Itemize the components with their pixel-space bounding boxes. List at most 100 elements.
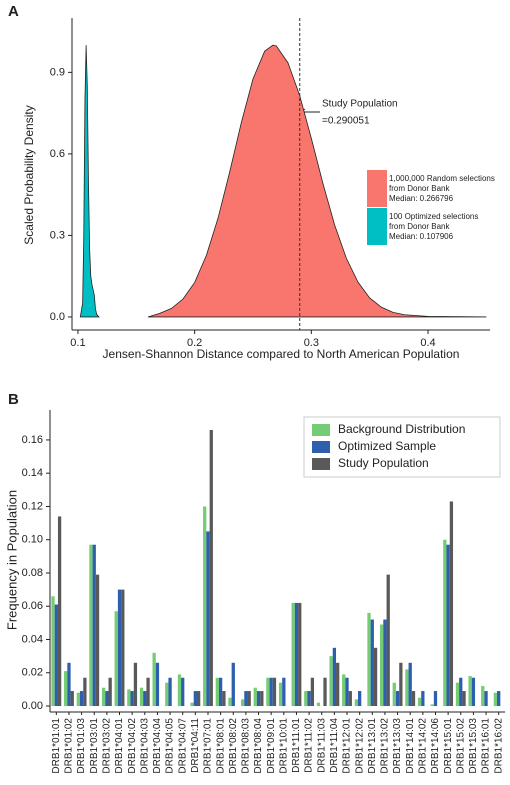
bar [168, 677, 172, 707]
x-tick-label: DRB1*12:02 [354, 718, 365, 774]
bar [493, 692, 498, 707]
bar [247, 691, 251, 707]
bar [67, 662, 71, 707]
legend-label: 1,000,000 Random selections [389, 174, 495, 183]
bar [215, 677, 219, 707]
bar [471, 677, 476, 707]
density-area [79, 45, 100, 318]
y-tick-label: 0.9 [50, 66, 65, 78]
bar [105, 691, 109, 707]
bar [101, 687, 106, 707]
y-tick-label: 0.0 [50, 311, 65, 323]
x-tick-label: DRB1*16:01 [481, 718, 492, 774]
panel-label: B [8, 391, 19, 408]
x-tick-label: DRB1*04:05 [165, 718, 176, 774]
bar [209, 429, 213, 707]
bar [455, 682, 460, 707]
y-tick-label: 0.02 [22, 667, 43, 679]
x-tick-label: DRB1*07:01 [203, 718, 214, 774]
x-tick-label: DRB1*08:03 [241, 718, 252, 774]
bar [139, 687, 144, 707]
bar [497, 691, 501, 707]
x-tick-label: DRB1*15:03 [468, 718, 479, 774]
bar [92, 544, 96, 707]
y-tick-label: 0.00 [22, 700, 43, 712]
bar [244, 691, 248, 707]
bar [399, 662, 403, 707]
bar [70, 691, 74, 707]
y-tick-label: 0.08 [22, 567, 43, 579]
x-tick-label: DRB1*13:02 [380, 718, 391, 774]
x-tick-label: DRB1*13:01 [367, 718, 378, 774]
x-tick-label: DRB1*08:04 [253, 718, 264, 774]
legend-label: from Donor Bank [389, 222, 450, 231]
x-tick-label: DRB1*14:06 [430, 718, 441, 774]
x-tick-label: DRB1*11:01 [291, 718, 302, 773]
bar [231, 662, 235, 707]
x-tick-label: DRB1*15:01 [443, 718, 454, 774]
bar [51, 596, 55, 707]
bar [323, 677, 327, 707]
bar [203, 506, 207, 707]
x-tick-label: DRB1*04:03 [139, 718, 150, 774]
bar [143, 691, 147, 707]
bar [133, 662, 138, 707]
x-tick-label: DRB1*03:02 [102, 718, 113, 774]
bar [83, 677, 87, 707]
bar [304, 691, 308, 707]
x-tick-label: DRB1*08:01 [215, 718, 226, 774]
density-area [147, 44, 487, 318]
y-tick-label: 0.04 [22, 633, 43, 645]
bar [190, 702, 194, 707]
bar [117, 589, 122, 707]
bar [177, 674, 182, 707]
bar [121, 589, 125, 707]
bar [165, 682, 169, 707]
bar [95, 574, 100, 707]
x-tick-label: DRB1*16:02 [493, 718, 504, 774]
bar [146, 677, 150, 707]
bar [152, 652, 156, 707]
bar [449, 501, 454, 707]
bar [367, 612, 371, 707]
x-tick-label: DRB1*09:01 [266, 718, 277, 774]
bar [484, 691, 488, 707]
y-tick-label: 0.14 [22, 467, 43, 479]
y-tick-label: 0.16 [22, 434, 43, 446]
x-tick-label: DRB1*04:01 [114, 718, 125, 774]
y-tick-label: 0.12 [22, 500, 43, 512]
bar [373, 647, 378, 707]
bar [395, 691, 400, 707]
legend-label: from Donor Bank [389, 184, 450, 193]
bar [79, 691, 84, 707]
x-tick-label: DRB1*13:03 [392, 718, 403, 774]
bar [408, 662, 412, 707]
x-axis-title: Jensen-Shannon Distance compared to Nort… [103, 347, 460, 361]
bar [310, 677, 315, 707]
bar [421, 691, 425, 707]
x-tick-label: DRB1*11:03 [316, 718, 327, 773]
bar [256, 691, 261, 707]
bar [206, 531, 210, 707]
bar [253, 687, 257, 707]
bar [307, 691, 311, 707]
bar [108, 677, 112, 707]
bar [468, 676, 472, 707]
legend-label: Background Distribution [338, 422, 465, 436]
x-tick-label: DRB1*01:02 [64, 718, 75, 774]
bar [354, 699, 359, 707]
x-tick-label: DRB1*01:03 [76, 718, 87, 774]
y-tick-label: 0.3 [50, 229, 65, 241]
legend-swatch [367, 170, 387, 207]
x-tick-label: DRB1*15:02 [455, 718, 466, 774]
bar [298, 602, 302, 707]
x-tick-label: DRB1*14:01 [405, 718, 416, 774]
bar [64, 671, 68, 707]
bar [57, 516, 62, 707]
bar [316, 702, 321, 707]
annotation: Study Population [322, 99, 398, 110]
bar [358, 691, 362, 707]
bar [336, 662, 340, 707]
bar [269, 677, 273, 707]
